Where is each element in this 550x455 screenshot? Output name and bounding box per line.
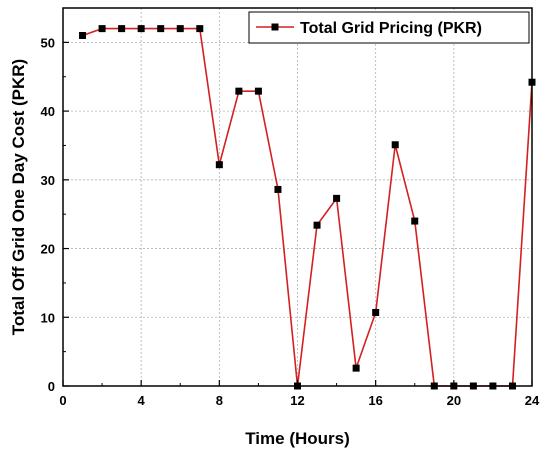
x-tick-label: 24	[525, 393, 540, 408]
data-point-marker	[176, 25, 184, 33]
data-point-marker	[372, 308, 380, 316]
x-tick-label: 20	[447, 393, 461, 408]
series-layer	[79, 25, 536, 390]
legend: Total Grid Pricing (PKR)	[248, 11, 530, 44]
series-line	[82, 27, 533, 387]
x-tick-label: 16	[368, 393, 382, 408]
y-tick-label: 20	[41, 242, 55, 257]
data-point-marker	[98, 25, 106, 33]
grid-lines	[63, 8, 532, 386]
data-point-marker	[79, 31, 87, 39]
legend-box	[248, 11, 530, 44]
y-tick-label: 30	[41, 173, 55, 188]
data-point-marker	[352, 364, 360, 372]
data-point-marker	[235, 87, 243, 95]
y-axis-label: Total Off Grid One Day Cost (PKR)	[9, 59, 28, 335]
data-point-marker	[157, 25, 165, 33]
y-tick-label: 10	[41, 310, 55, 325]
data-point-marker	[391, 141, 399, 149]
x-tick-label: 8	[216, 393, 223, 408]
data-point-marker	[118, 25, 126, 33]
legend-marker-icon	[271, 23, 279, 31]
data-point-marker	[254, 87, 262, 95]
y-tick-label: 40	[41, 104, 55, 119]
data-point-marker	[274, 185, 282, 193]
data-point-marker	[137, 25, 145, 33]
data-point-marker	[196, 25, 204, 33]
data-point-marker	[215, 161, 223, 169]
x-tick-label: 12	[290, 393, 304, 408]
x-axis-label: Time (Hours)	[245, 429, 350, 448]
axis-ticks: 0 4 8 12 16 20 24 0 10 20 30 40 50	[41, 35, 540, 408]
x-tick-label: 4	[138, 393, 146, 408]
data-point-marker	[333, 194, 341, 202]
data-point-marker	[313, 221, 321, 229]
y-tick-label: 0	[48, 379, 55, 394]
data-point-marker	[411, 217, 419, 225]
y-tick-label: 50	[41, 35, 55, 50]
legend-entry: Total Grid Pricing (PKR)	[300, 20, 482, 37]
x-tick-label: 0	[59, 393, 66, 408]
